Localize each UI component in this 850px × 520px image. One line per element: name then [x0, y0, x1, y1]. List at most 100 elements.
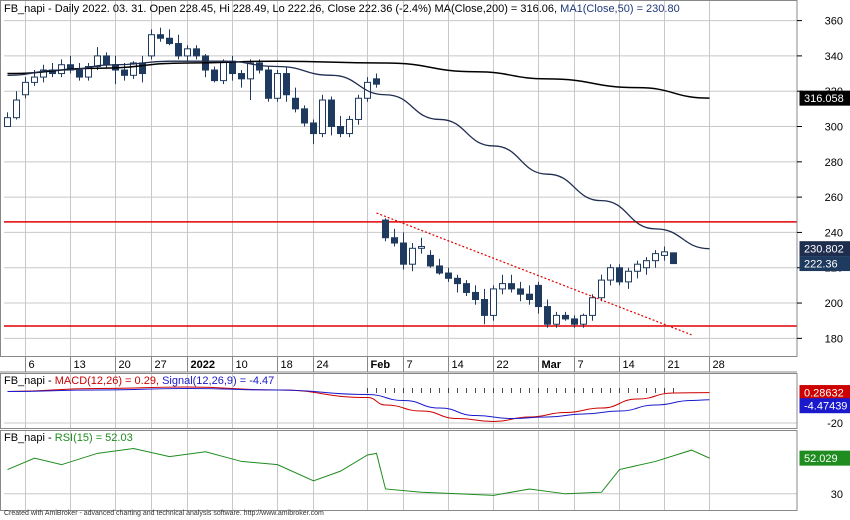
x-tick-label: 20 — [119, 359, 131, 371]
signal-value-label-text: -4.47439 — [804, 401, 847, 413]
y-tick-label: 340 — [825, 51, 843, 63]
x-tick-label: 6 — [29, 359, 35, 371]
candle-body — [4, 117, 11, 128]
candle-body — [607, 267, 614, 281]
candle-body — [382, 219, 389, 239]
macd-panel-title: FB_napi - MACD(12,26) = 0.29, Signal(12,… — [4, 375, 274, 387]
candle-body — [166, 37, 173, 45]
y-tick-label: -20 — [827, 418, 843, 430]
candle-body — [454, 277, 461, 285]
candle-body — [139, 62, 146, 75]
candle-body — [319, 99, 326, 135]
candle-body — [274, 73, 281, 99]
credit-text: Created with AmiBroker - advanced charti… — [4, 510, 324, 517]
candle-body — [220, 60, 227, 82]
ma50-value-label — [799, 241, 850, 257]
candle-body — [499, 283, 506, 290]
candle-body — [94, 55, 101, 67]
candle-body — [400, 242, 407, 265]
candle-body — [85, 65, 92, 78]
candle-body — [31, 76, 38, 83]
rsi-plot — [7, 447, 710, 496]
candle-body — [436, 265, 443, 274]
candle-body — [625, 270, 632, 283]
rsi-value-label — [799, 450, 850, 466]
candle-body — [517, 288, 524, 295]
candle-body — [40, 69, 47, 78]
candle-body — [472, 291, 479, 301]
candle-body — [670, 252, 677, 265]
candle-body — [76, 69, 83, 78]
candle-body — [337, 126, 344, 135]
close-value-label — [799, 256, 850, 272]
candle-body — [445, 272, 452, 279]
macd-plot — [7, 386, 710, 423]
y-tick-label: 180 — [825, 333, 843, 345]
candle-body — [661, 251, 668, 256]
x-tick-label: 14 — [452, 359, 464, 371]
axes: 180200220240260280300320340360-203061320… — [25, 16, 850, 501]
candle-body — [157, 34, 164, 39]
x-tick-label: 22 — [497, 359, 509, 371]
x-tick-label: 21 — [668, 359, 680, 371]
candle-body — [310, 122, 317, 135]
candle-body — [562, 314, 569, 320]
candle-body — [481, 299, 488, 316]
panel-frame — [0, 0, 798, 357]
x-tick-label: Mar — [542, 359, 562, 371]
price-panel-title: FB_napi - Daily 2022. 03. 31. Open 228.4… — [4, 3, 680, 15]
trendline — [376, 212, 692, 336]
candle-body — [175, 43, 182, 57]
candle-body — [247, 62, 254, 80]
candle-body — [148, 34, 155, 57]
candle-body — [373, 78, 380, 85]
signal-line — [7, 387, 710, 420]
candle-body — [409, 247, 416, 265]
candle-body — [238, 73, 245, 80]
candle-body — [526, 293, 533, 301]
candle-body — [535, 284, 542, 308]
macd-value-label-text: 0.28632 — [804, 388, 844, 400]
candle-body — [652, 253, 659, 262]
x-tick-label: 13 — [74, 359, 86, 371]
ma50-value-label-text: 230.802 — [804, 244, 844, 256]
macd-line — [7, 386, 710, 423]
candle-body — [580, 314, 587, 325]
candle-body — [463, 283, 470, 293]
x-tick-label: 24 — [317, 359, 329, 371]
candle-body — [544, 306, 551, 325]
candle-body — [598, 279, 605, 299]
x-tick-label: 7 — [407, 359, 413, 371]
signal-value-label — [799, 398, 850, 414]
panel-frames — [0, 0, 798, 511]
y-tick-label: 30 — [831, 489, 843, 501]
candle-body — [103, 55, 110, 66]
ma200-line — [7, 60, 710, 99]
panel-frame — [0, 430, 798, 511]
x-tick-label: 7 — [578, 359, 584, 371]
panel-frame — [0, 373, 798, 429]
rsi-line — [7, 447, 710, 496]
x-tick-label: 10 — [236, 359, 248, 371]
grid-lines — [4, 0, 797, 510]
candle-body — [229, 60, 236, 75]
x-tick-label: 18 — [281, 359, 293, 371]
candle-body — [292, 97, 299, 110]
candle-body — [643, 260, 650, 269]
candle-body — [22, 81, 29, 96]
candle-body — [211, 69, 218, 82]
candle-body — [355, 97, 362, 120]
candle-body — [391, 237, 398, 244]
y-tick-label: 240 — [825, 227, 843, 239]
ma50-line — [7, 60, 710, 250]
candle-body — [490, 288, 497, 316]
candle-body — [193, 48, 200, 57]
candle-body — [346, 118, 353, 135]
candle-body — [616, 267, 623, 283]
y-tick-label: 360 — [825, 16, 843, 28]
y-tick-label: 300 — [825, 122, 843, 134]
x-tick-label: 28 — [713, 359, 725, 371]
price-plot — [4, 27, 797, 336]
rsi-value-label-text: 52.029 — [804, 453, 838, 465]
candle-body — [13, 99, 20, 119]
